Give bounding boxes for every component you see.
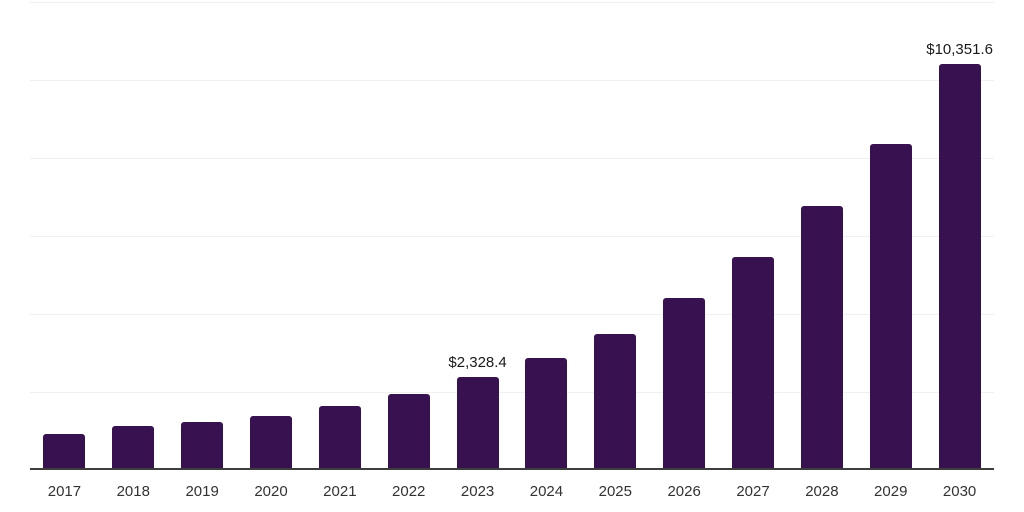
- bar-slot-2017: [30, 0, 99, 470]
- bar-2030: [938, 64, 981, 468]
- x-tick-label-2028: 2028: [805, 483, 839, 500]
- gridline-12000: [30, 2, 994, 3]
- bar-2026: [663, 297, 706, 468]
- bar-2025: [594, 334, 637, 468]
- x-tick-label-2024: 2024: [529, 483, 564, 500]
- bar-slot-2028: [787, 0, 856, 470]
- value-label-2030: $10,351.6: [926, 41, 993, 59]
- bar-2017: [43, 434, 86, 468]
- bar-2029: [869, 144, 912, 468]
- gridline-4000: [30, 314, 994, 315]
- bar-slot-2029: [856, 0, 925, 470]
- bar-2019: [181, 422, 224, 468]
- gridline-6000: [30, 236, 994, 237]
- x-tick-label-2017: 2017: [47, 483, 82, 500]
- bar-2018: [112, 425, 155, 468]
- bar-2028: [800, 206, 843, 468]
- bar-2024: [525, 358, 568, 468]
- gridline-10000: [30, 80, 994, 81]
- bar-slot-2027: [719, 0, 788, 470]
- x-axis-line: [30, 468, 994, 470]
- x-tick-label-2030: 2030: [942, 483, 977, 500]
- bar-slot-2022: [374, 0, 443, 470]
- plot-area: $2,328.4 $10,351.6: [30, 0, 994, 470]
- bar-slot-2023: $2,328.4: [443, 0, 512, 470]
- x-axis-tick-labels: 2017 2018 2019 2020 2021 2022 2023 2024 2025 2026…: [30, 470, 994, 512]
- x-tick-label-2025: 2025: [598, 483, 632, 500]
- x-tick-label-2018: 2018: [116, 483, 150, 500]
- x-tick-label-2019: 2019: [185, 483, 219, 500]
- x-tick-label-2023: 2023: [460, 483, 495, 500]
- x-tick-label-2022: 2022: [392, 483, 426, 500]
- bar-slot-2030: $10,351.6: [925, 0, 994, 470]
- bar-slot-2021: [305, 0, 374, 470]
- x-tick-label-2026: 2026: [667, 483, 701, 500]
- bars-layer: $2,328.4 $10,351.6: [30, 0, 994, 470]
- bar-slot-2019: [168, 0, 237, 470]
- x-tick-label-2020: 2020: [254, 483, 288, 500]
- bar-2023: [456, 377, 499, 468]
- x-tick-label-2029: 2029: [874, 483, 908, 500]
- gridline-2000: [30, 392, 994, 393]
- x-tick-label-2021: 2021: [323, 483, 357, 500]
- bar-slot-2024: [512, 0, 581, 470]
- bar-slot-2025: [581, 0, 650, 470]
- bar-2027: [732, 257, 775, 468]
- bar-slot-2026: [650, 0, 719, 470]
- x-tick-label-2027: 2027: [736, 483, 770, 500]
- bar-2021: [318, 405, 361, 468]
- bar-slot-2018: [99, 0, 168, 470]
- bar-2022: [387, 393, 430, 468]
- bar-slot-2020: [237, 0, 306, 470]
- bar-2020: [250, 415, 292, 468]
- gridline-8000: [30, 158, 994, 159]
- value-label-2023: $2,328.4: [448, 354, 507, 372]
